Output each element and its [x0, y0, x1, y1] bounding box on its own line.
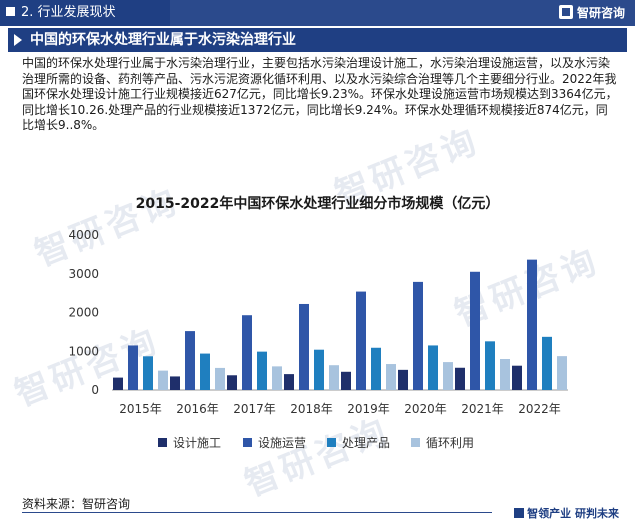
- bar-处理产品: [314, 349, 324, 390]
- bar-处理产品: [143, 356, 153, 390]
- arrow-icon: [14, 34, 22, 46]
- y-tick-label: 4000: [68, 228, 99, 242]
- x-tick-label: 2020年: [404, 402, 447, 416]
- legend-swatch: [411, 438, 420, 447]
- bar-循环利用: [329, 365, 339, 390]
- section-label: 2. 行业发展现状: [0, 0, 170, 26]
- logo-icon: [558, 5, 573, 19]
- x-tick-label: 2022年: [518, 402, 561, 416]
- top-bar: 2. 行业发展现状 智研咨询: [0, 0, 635, 26]
- intro-paragraph: 中国的环保水处理行业属于水污染治理行业，主要包括水污染治理设计施工，水污染治理设…: [22, 56, 618, 132]
- x-tick-label: 2019年: [347, 402, 390, 416]
- bar-处理产品: [371, 347, 381, 390]
- legend-swatch: [158, 438, 167, 447]
- source-note: 资料来源：智研咨询: [22, 497, 131, 511]
- x-tick-label: 2021年: [461, 402, 504, 416]
- bar-处理产品: [200, 353, 210, 390]
- bar-循环利用: [158, 370, 168, 390]
- bar-设计施工: [170, 376, 180, 390]
- footer-slogan: 智领产业 研判未来: [514, 505, 619, 521]
- legend-label: 设计施工: [173, 436, 221, 450]
- bar-设计施工: [455, 367, 465, 390]
- logo-text: 智研咨询: [576, 6, 625, 20]
- x-tick-label: 2016年: [176, 402, 219, 416]
- x-tick-label: 2018年: [290, 402, 333, 416]
- bar-设施运营: [242, 315, 252, 390]
- logo-icon: [514, 508, 525, 518]
- x-tick-label: 2017年: [233, 402, 276, 416]
- y-tick-label: 0: [91, 383, 99, 397]
- bar-处理产品: [485, 341, 495, 390]
- bar-设计施工: [284, 374, 294, 390]
- bar-设计施工: [512, 365, 522, 390]
- legend-label: 循环利用: [426, 436, 474, 450]
- bar-设施运营: [356, 291, 366, 390]
- bar-循环利用: [443, 362, 453, 390]
- y-tick-label: 1000: [68, 344, 99, 358]
- footer-divider: [22, 512, 492, 513]
- square-icon: [6, 7, 15, 16]
- bar-设计施工: [227, 375, 237, 390]
- y-tick-label: 2000: [68, 306, 99, 320]
- title-bar: 中国的环保水处理行业属于水污染治理行业: [8, 28, 627, 52]
- legend-swatch: [327, 438, 336, 447]
- bar-设施运营: [185, 331, 195, 390]
- footer-slogan-text: 智领产业 研判未来: [527, 507, 619, 520]
- bar-循环利用: [386, 364, 396, 390]
- bar-chart: 0 1000 2000 3000 4000 2015年 2016年 2017年 2018年 20…: [68, 228, 568, 450]
- bar-设施运营: [470, 271, 480, 390]
- bar-设计施工: [113, 377, 123, 390]
- brand-logo: 智研咨询: [558, 3, 625, 23]
- bar-循环利用: [215, 367, 225, 390]
- bar-处理产品: [542, 336, 552, 390]
- bar-循环利用: [500, 359, 510, 390]
- legend-label: 设施运营: [258, 436, 306, 450]
- x-tick-label: 2015年: [119, 402, 162, 416]
- bar-设施运营: [128, 345, 138, 390]
- bar-处理产品: [257, 351, 267, 390]
- y-tick-label: 3000: [68, 267, 99, 281]
- legend-label: 处理产品: [342, 436, 390, 450]
- section-title: 2. 行业发展现状: [21, 5, 116, 20]
- bar-循环利用: [557, 356, 567, 390]
- bar-循环利用: [272, 366, 282, 390]
- chart-title: 2015-2022年中国环保水处理行业细分市场规模（亿元）: [135, 196, 500, 212]
- bar-设施运营: [527, 259, 537, 390]
- bar-处理产品: [428, 345, 438, 390]
- bar-设计施工: [341, 371, 351, 390]
- page-title: 中国的环保水处理行业属于水污染治理行业: [30, 32, 296, 48]
- bar-设施运营: [299, 303, 309, 390]
- legend-swatch: [243, 438, 252, 447]
- bar-设计施工: [398, 369, 408, 390]
- bar-设施运营: [413, 281, 423, 390]
